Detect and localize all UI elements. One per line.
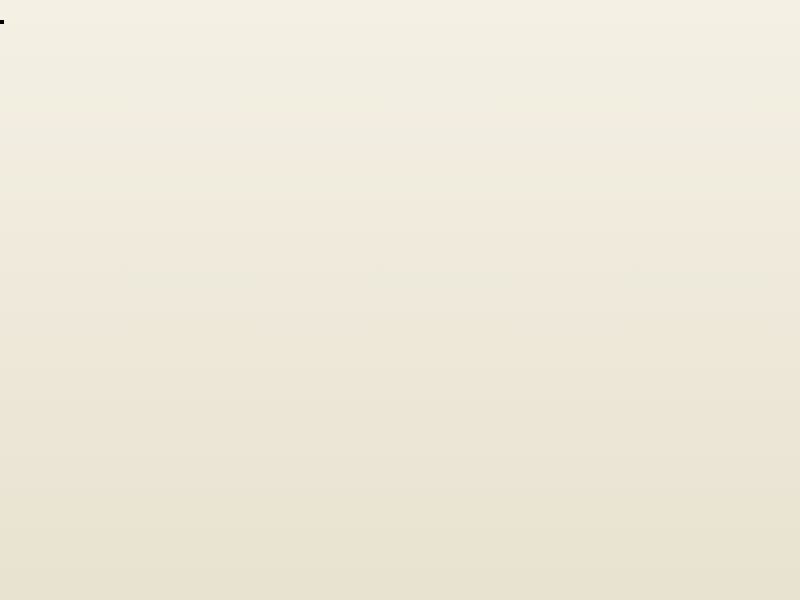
rule-box: [0, 20, 4, 24]
arrows-layer: [0, 0, 800, 600]
title: [0, 0, 800, 14]
page: { "colors": { "title": "#c03828", "body_…: [0, 0, 800, 600]
